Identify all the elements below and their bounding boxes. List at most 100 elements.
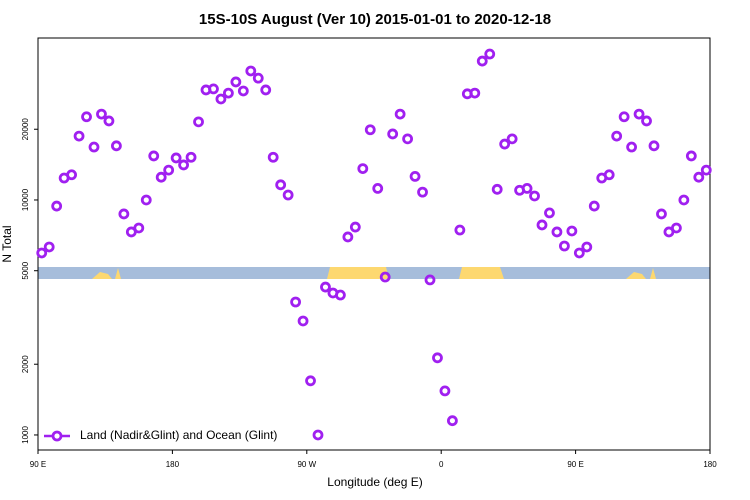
y-tick-label: 5000: [21, 261, 30, 279]
point: [506, 133, 518, 145]
point: [476, 55, 488, 67]
point: [163, 164, 175, 176]
x-tick-label: 90 W: [297, 460, 316, 469]
point: [611, 130, 623, 142]
legend-marker: [51, 430, 63, 442]
point: [51, 200, 63, 212]
point: [103, 115, 115, 127]
y-tick-label: 20000: [21, 118, 30, 141]
point: [700, 164, 712, 176]
point: [222, 87, 234, 99]
point: [148, 150, 160, 162]
x-tick-label: 90 E: [30, 460, 46, 469]
point: [193, 116, 204, 128]
point: [96, 108, 107, 120]
point: [626, 141, 637, 153]
point: [409, 170, 421, 182]
point: [648, 140, 660, 152]
land-patch: [650, 268, 656, 279]
point: [685, 150, 697, 162]
point: [693, 171, 705, 183]
x-tick-label: 180: [703, 460, 717, 469]
point: [633, 108, 645, 120]
point: [230, 76, 242, 88]
point: [357, 163, 369, 174]
y-tick-label: 1000: [21, 426, 30, 444]
point: [678, 194, 690, 206]
point: [155, 171, 167, 183]
point: [252, 72, 264, 84]
land-patch: [327, 267, 389, 279]
point: [484, 48, 496, 60]
point: [581, 241, 593, 253]
point: [424, 274, 436, 286]
point: [529, 190, 540, 202]
point: [417, 186, 428, 198]
point: [349, 221, 361, 233]
point: [454, 224, 466, 236]
point: [394, 108, 406, 120]
land-patch: [92, 272, 112, 279]
point: [208, 83, 219, 95]
point: [275, 179, 287, 191]
point: [551, 226, 563, 238]
point: [432, 352, 443, 364]
point: [536, 219, 548, 231]
point: [334, 289, 346, 301]
land-patch: [115, 268, 121, 279]
y-tick-label: 10000: [21, 188, 30, 211]
point: [36, 247, 48, 259]
point: [170, 152, 182, 164]
point: [290, 296, 302, 308]
point: [118, 208, 130, 220]
chart-title: 15S-10S August (Ver 10) 2015-01-01 to 20…: [199, 11, 551, 28]
point: [81, 111, 92, 123]
surface-band: [38, 267, 710, 279]
point: [573, 247, 585, 259]
legend-label: Land (Nadir&Glint) and Ocean (Glint): [80, 428, 277, 442]
point: [342, 231, 354, 243]
point: [312, 429, 324, 441]
point: [133, 222, 145, 234]
point: [379, 271, 391, 283]
point: [603, 169, 615, 181]
plot-frame: [37, 37, 711, 451]
point: [491, 183, 503, 195]
point: [521, 183, 533, 194]
point: [320, 281, 331, 293]
point: [618, 111, 630, 123]
point: [446, 415, 458, 427]
point: [245, 65, 257, 77]
land-patch: [626, 272, 646, 279]
point: [237, 85, 249, 97]
point: [671, 222, 682, 234]
point: [178, 159, 190, 171]
point: [297, 315, 309, 327]
point: [656, 208, 667, 220]
point: [439, 385, 451, 397]
point: [372, 183, 384, 194]
x-tick-label: 0: [439, 460, 444, 469]
point: [588, 200, 600, 212]
point: [215, 93, 227, 105]
point: [364, 124, 376, 136]
point: [559, 240, 570, 252]
point: [73, 130, 85, 142]
point: [88, 141, 100, 153]
point: [267, 151, 279, 163]
x-tick-label: 90 E: [567, 460, 583, 469]
point: [566, 225, 578, 237]
y-tick-label: 2000: [21, 355, 30, 373]
point: [43, 241, 55, 253]
x-tick-label: 180: [166, 460, 180, 469]
y-axis-label: N Total: [0, 225, 14, 262]
land-patch: [459, 267, 504, 279]
point: [111, 140, 122, 152]
point: [469, 87, 481, 99]
point: [305, 375, 316, 387]
point: [402, 133, 414, 145]
point: [185, 151, 197, 163]
point: [641, 115, 652, 127]
point: [544, 207, 555, 219]
